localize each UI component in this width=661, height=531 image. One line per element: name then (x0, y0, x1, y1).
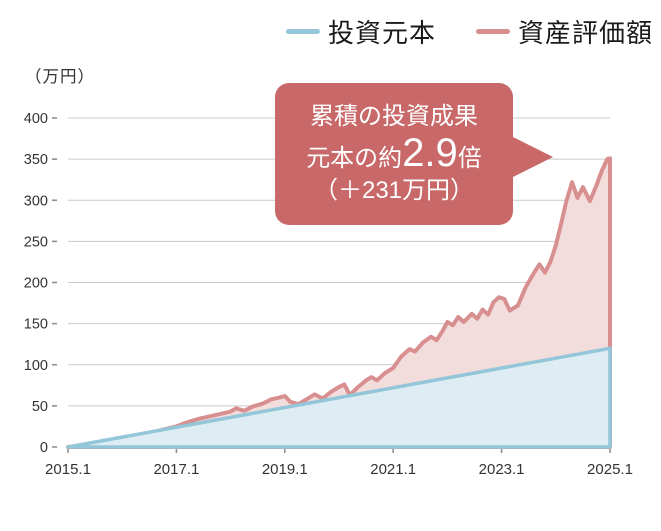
y-axis-unit-label: （万円） (25, 68, 95, 86)
result-callout: 累積の投資成果 元本の約2.9倍 （＋231万円） (275, 83, 553, 225)
x-tick-label-2017.1: 2017.1 (153, 461, 199, 478)
x-tick-label-2019.1: 2019.1 (262, 461, 308, 478)
callout-line2: 元本の約2.9倍 (306, 131, 482, 176)
multiplier-value: 2.9 (402, 131, 458, 176)
area-series-principal (66, 346, 612, 449)
y-tick-label-350: 350 (24, 152, 48, 168)
x-tick-label-2023.1: 2023.1 (479, 461, 525, 478)
y-tick-label-400: 400 (24, 111, 48, 127)
chart-legend: 投資元本 資産評価額 (285, 13, 653, 50)
legend-label-valuation: 資産評価額 (517, 18, 653, 48)
callout-line1: 累積の投資成果 (310, 103, 478, 131)
valuation-line-swatch (475, 29, 510, 34)
y-tick-label-100: 100 (24, 358, 48, 374)
legend-item-valuation: 資産評価額 (475, 13, 653, 50)
legend-item-principal: 投資元本 (285, 13, 436, 50)
legend-label-principal: 投資元本 (327, 18, 436, 48)
y-tick-label-300: 300 (24, 193, 48, 209)
y-tick-label-250: 250 (24, 234, 48, 250)
y-tick-label-150: 150 (24, 317, 48, 333)
y-tick-label-200: 200 (24, 276, 48, 292)
x-tick-label-2015.1: 2015.1 (45, 461, 91, 478)
callout-arrow (511, 136, 553, 178)
principal-line-swatch (285, 29, 320, 34)
x-tick-label-2021.1: 2021.1 (370, 461, 416, 478)
y-tick-label-50: 50 (32, 399, 48, 415)
y-tick-label-0: 0 (40, 440, 48, 456)
x-tick-label-2025.1: 2025.1 (587, 461, 633, 478)
callout-line3: （＋231万円） (313, 176, 475, 204)
